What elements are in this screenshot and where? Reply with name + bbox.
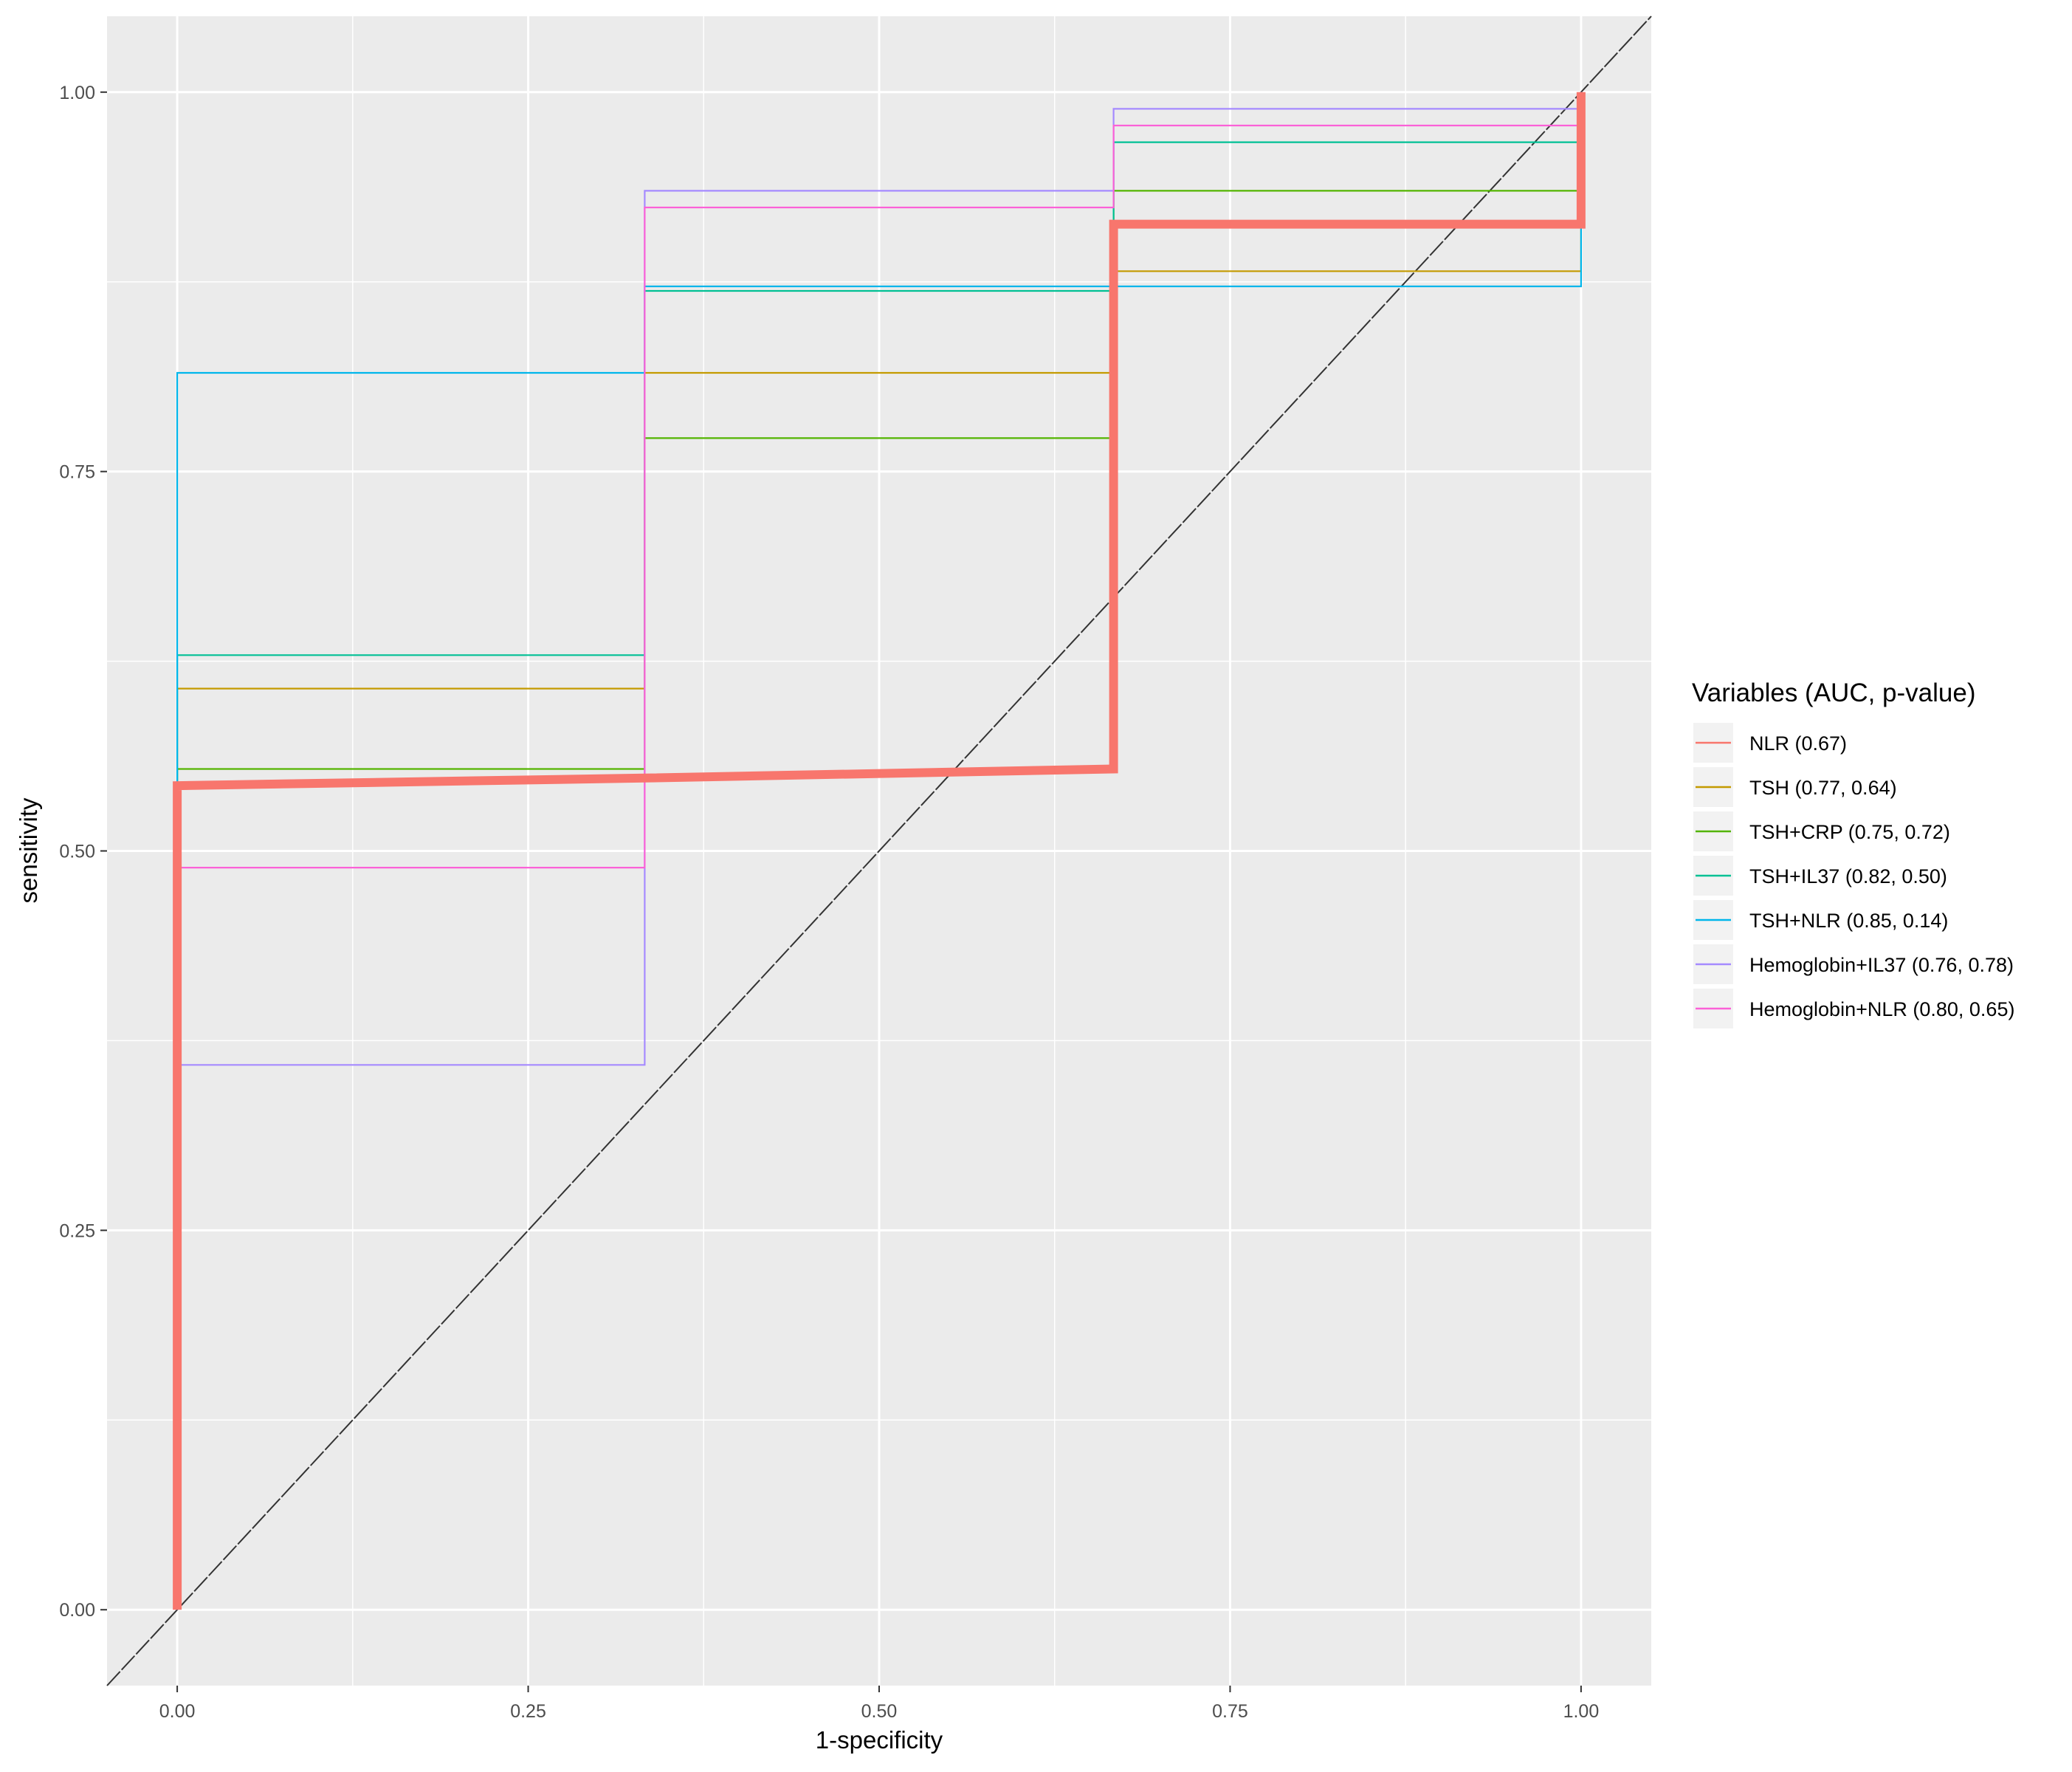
legend-items: NLR (0.67) TSH (0.77, 0.64) TSH+CRP (0.75,… [1693,723,2014,1028]
roc-curve-nlr [173,92,1586,1610]
x-tick-label: 0.25 [510,1701,546,1722]
legend-label: Hemoglobin+IL37 (0.76, 0.78) [1749,954,2014,976]
x-tick-label: 0.00 [159,1701,196,1722]
roc-curve-hemoglobin-il37 [176,92,1582,1610]
legend-label: TSH+IL37 (0.82, 0.50) [1749,865,1947,887]
legend-label: TSH+NLR (0.85, 0.14) [1749,910,1948,932]
roc-curve-tsh [176,92,1582,1610]
roc-curve-hemoglobin-nlr [176,92,1582,1610]
y-tick-label: 1.00 [59,83,95,103]
y-tick-label: 0.50 [59,842,95,862]
legend-label: TSH (0.77, 0.64) [1749,777,1897,799]
roc-curve-tsh-crp [176,92,1582,1610]
reference-diagonal [106,16,1652,1686]
reference-line-layer [106,16,1652,1686]
legend: Variables (AUC, p-value) NLR (0.67) TSH (… [1690,679,2059,1028]
x-tick-label: 0.75 [1212,1701,1248,1722]
legend-label: Hemoglobin+NLR (0.80, 0.65) [1749,998,2014,1020]
x-axis-title: 1-specificity [816,1726,943,1754]
legend-label: NLR (0.67) [1749,732,1847,755]
y-axis-ticks: 0.00 0.25 0.50 0.75 1.00 [59,83,107,1621]
series-layer [173,92,1586,1610]
y-tick-label: 0.75 [59,462,95,483]
y-tick-label: 0.00 [59,1600,95,1621]
legend-title: Variables (AUC, p-value) [1692,679,1976,707]
x-tick-label: 1.00 [1563,1701,1600,1722]
legend-background [1690,724,2059,1019]
roc-curve-tsh-il37 [176,92,1582,1610]
y-axis-title: sensitivity [15,797,42,904]
x-axis-ticks: 0.00 0.25 0.50 0.75 1.00 [159,1686,1599,1722]
x-tick-label: 0.50 [861,1701,898,1722]
legend-label: TSH+CRP (0.75, 0.72) [1749,821,1950,843]
y-tick-label: 0.25 [59,1220,95,1241]
